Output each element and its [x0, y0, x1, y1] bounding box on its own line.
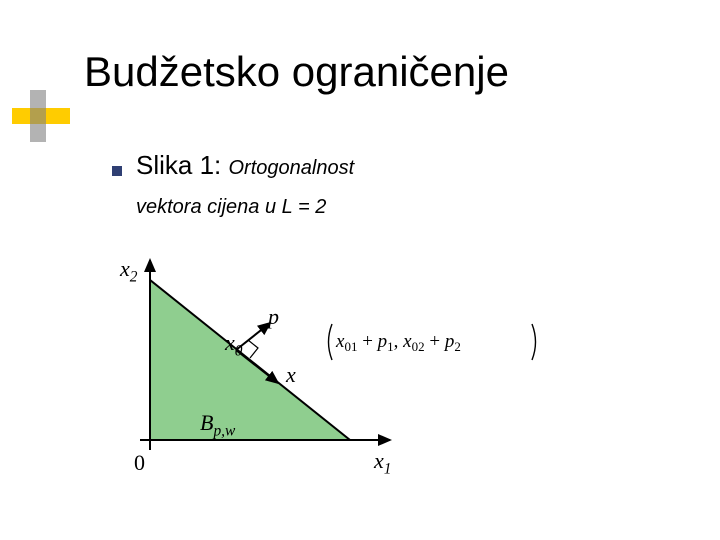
svg-text:x01 + p1, x02 + p2: x01 + p1, x02 + p2: [335, 331, 461, 354]
budget-diagram: [110, 250, 410, 480]
label-x1: x1: [374, 448, 391, 478]
bullet-square-icon: [112, 166, 122, 176]
subtitle-line1: Slika 1: Ortogonalnost: [136, 150, 354, 181]
label-x2: x2: [120, 256, 137, 286]
accent-bar-vertical: [30, 90, 46, 142]
subtitle-desc1: Ortogonalnost: [229, 157, 355, 179]
subtitle-line2: vektora cijena u L = 2: [136, 196, 326, 219]
right-angle-mark: [248, 340, 258, 358]
label-bpw: Bp,w: [200, 410, 235, 440]
subtitle-lead: Slika 1:: [136, 150, 229, 180]
label-x0: x0: [225, 330, 242, 360]
slide-title: Budžetsko ograničenje: [84, 48, 509, 96]
label-origin: 0: [134, 450, 145, 476]
slide: Budžetsko ograničenje Slika 1: Ortogonal…: [0, 0, 720, 540]
formula: x01 + p1, x02 + p2: [322, 322, 542, 362]
label-p: p: [268, 304, 279, 330]
label-xvec: x: [286, 362, 296, 388]
